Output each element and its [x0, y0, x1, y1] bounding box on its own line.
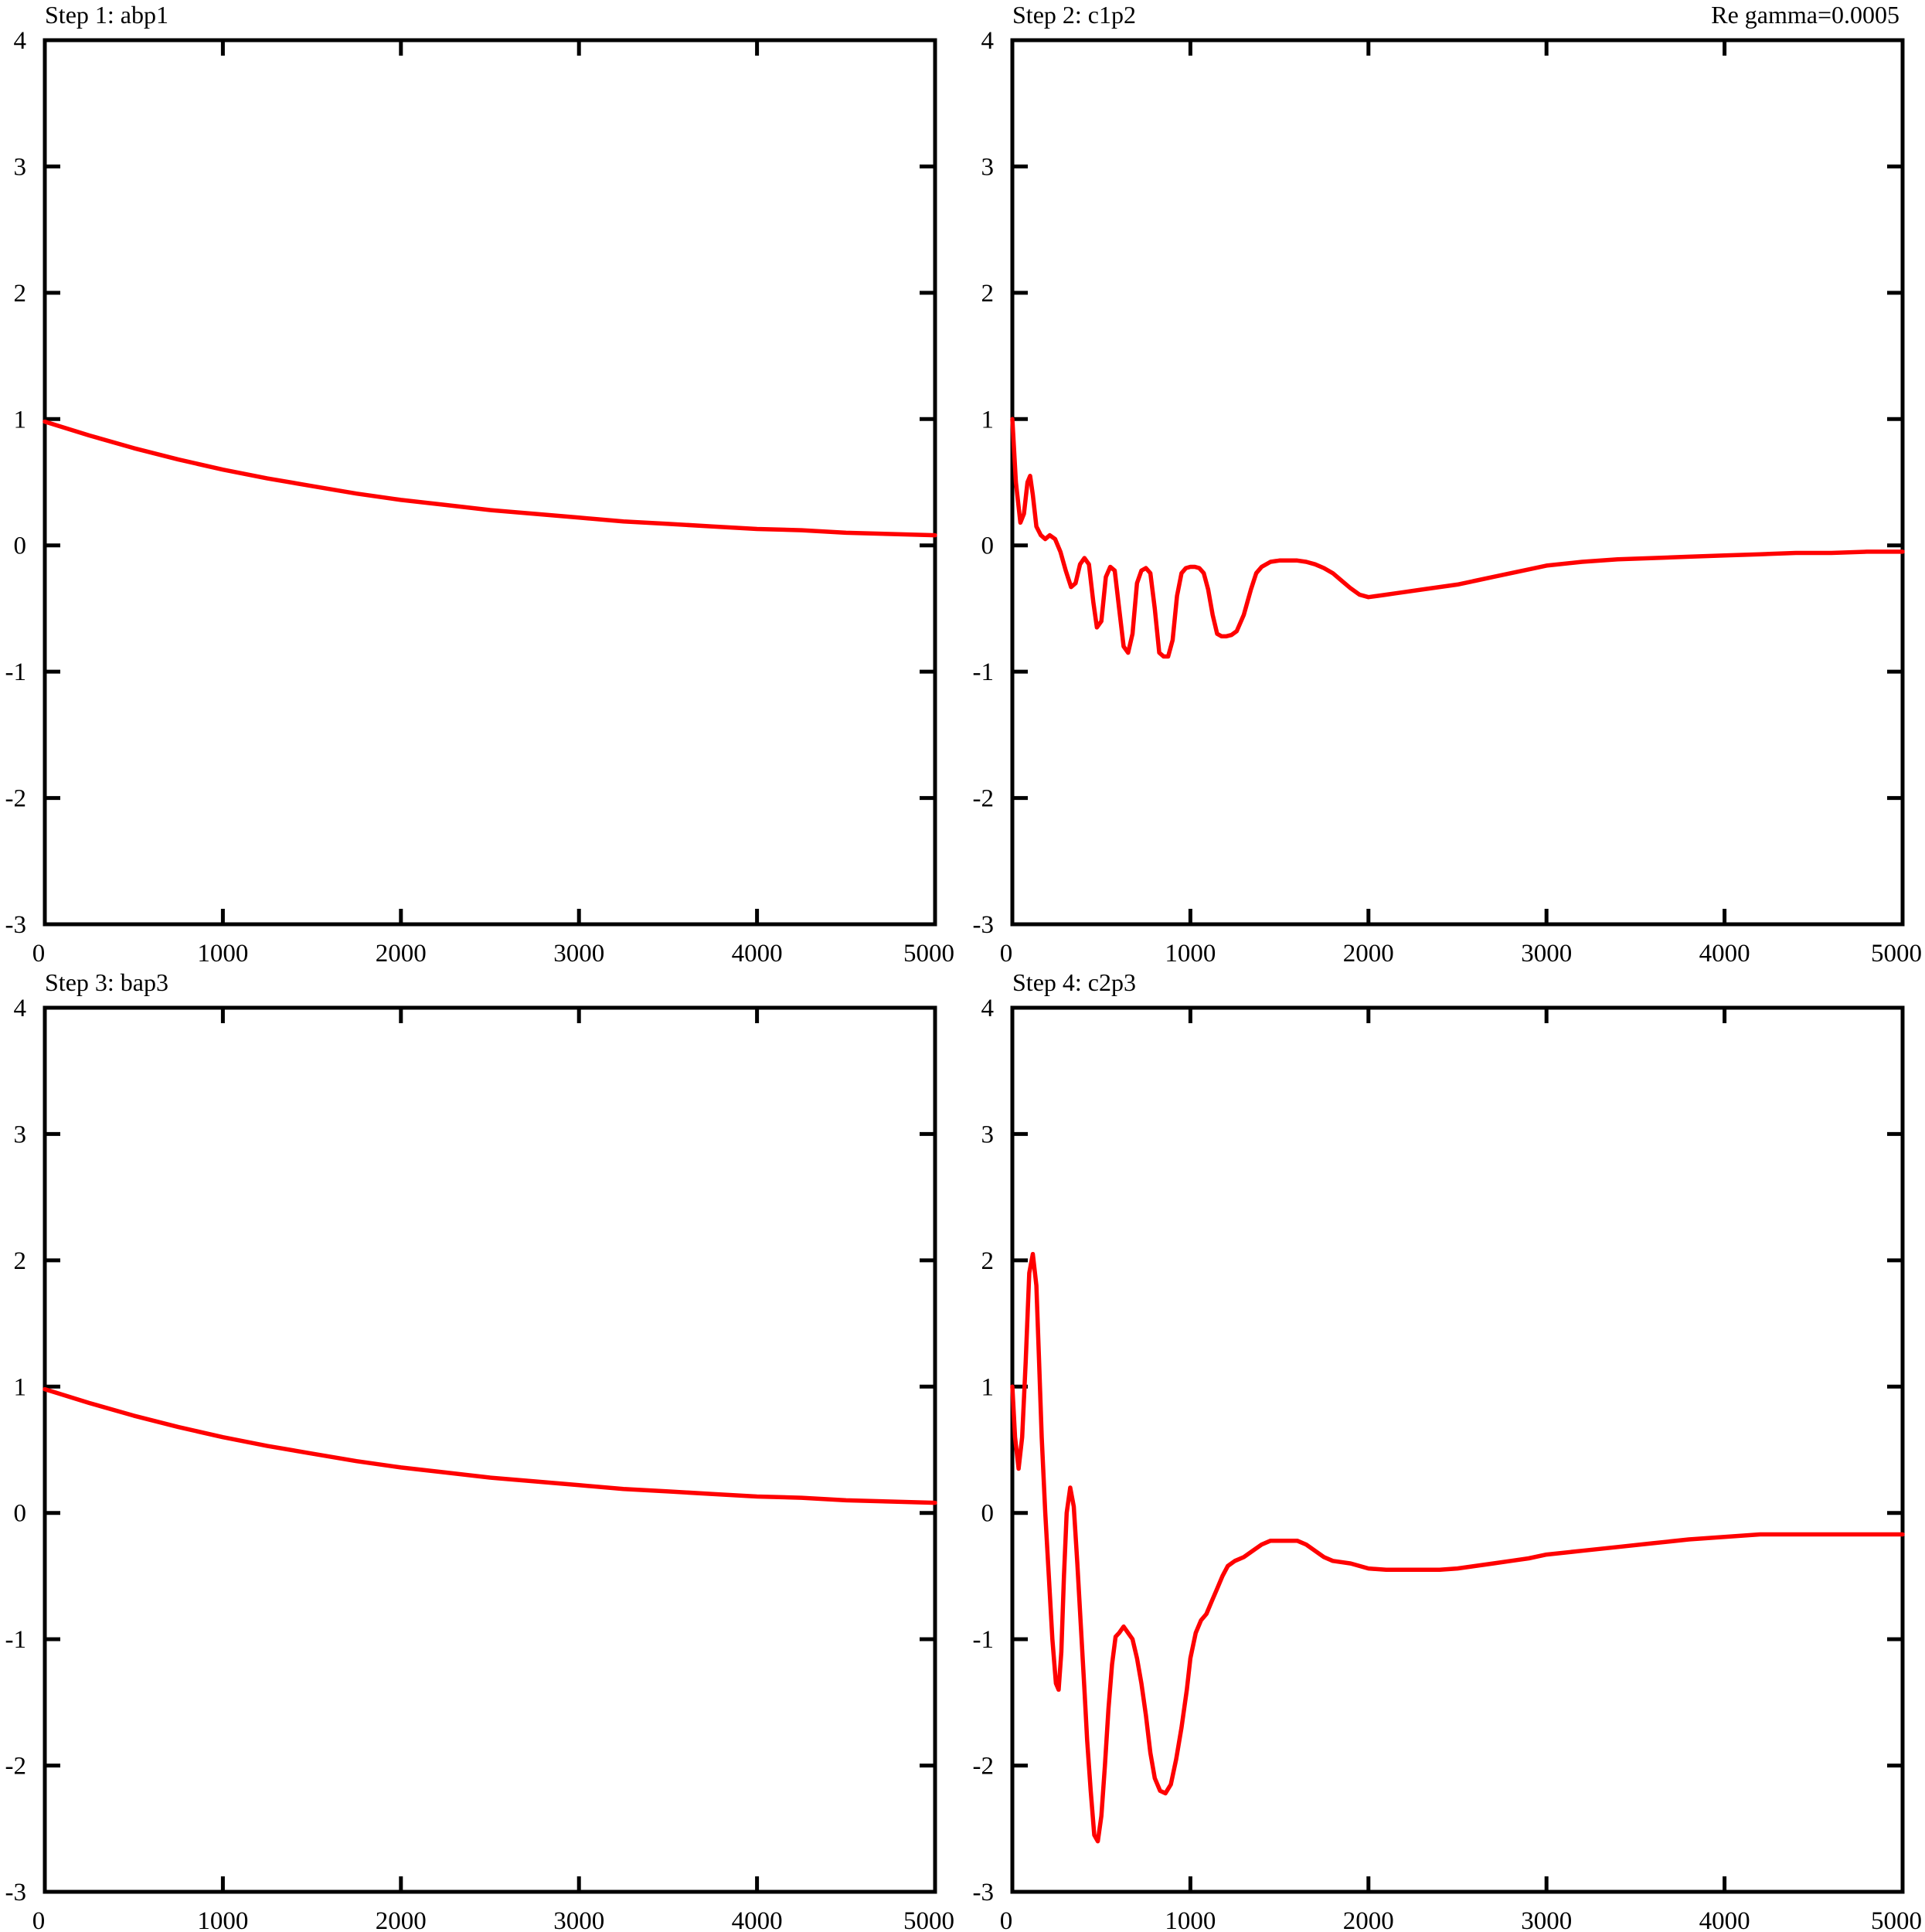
- y-tick-label: 0: [14, 532, 27, 560]
- y-tick-label: 3: [14, 153, 27, 181]
- series-line: [1010, 1251, 1905, 1844]
- x-tick-label: 0: [32, 1907, 46, 1932]
- y-tick-label: 0: [981, 532, 995, 560]
- y-tick-label: -3: [5, 911, 27, 939]
- y-tick-label: 3: [981, 1121, 995, 1148]
- panel-step-2: Step 2: c1p2 Re gamma=0.0005 -3 -2 -1 0 1 2 3 4…: [973, 1, 1923, 968]
- x-tick-label: 2000: [1343, 940, 1394, 968]
- y-tick-label: 3: [14, 1121, 27, 1148]
- y-tick-label: 2: [14, 1247, 27, 1275]
- y-tick-label: -3: [973, 1879, 995, 1906]
- x-tick-label: 1000: [1165, 1907, 1216, 1932]
- y-tick-label: -3: [973, 911, 995, 939]
- x-tick-label: 5000: [1871, 1907, 1922, 1932]
- plot-frame: [43, 38, 937, 927]
- y-tick-label: 1: [14, 406, 27, 434]
- panel-title: Step 1: abp1: [45, 1, 168, 29]
- y-tick-label: 1: [14, 1373, 27, 1401]
- x-tick-label: 2000: [376, 1907, 427, 1932]
- y-tick-label: -1: [5, 1626, 27, 1654]
- y-tick-label: -2: [5, 785, 27, 813]
- plot-frame: [1010, 38, 1905, 927]
- figure-annotation: Re gamma=0.0005: [1711, 1, 1899, 29]
- x-tick-label: 4000: [1699, 1907, 1750, 1932]
- y-tick-label: -1: [973, 658, 995, 686]
- panel-step-4: Step 4: c2p3 -3 -2 -1 0 1 2 3 4 0 1000 2000 3000 400…: [973, 968, 1923, 1932]
- y-tick-label: 2: [981, 280, 995, 308]
- x-tick-label: 0: [32, 940, 46, 968]
- y-tick-label: 4: [981, 995, 995, 1022]
- x-tick-label: 4000: [732, 1907, 783, 1932]
- x-tick-label: 3000: [553, 1907, 604, 1932]
- y-tick-label: 2: [981, 1247, 995, 1275]
- x-tick-label: 2000: [376, 940, 427, 968]
- y-tick-label: 0: [14, 1500, 27, 1528]
- x-tick-label: 0: [1000, 940, 1013, 968]
- y-tick-label: 2: [14, 280, 27, 308]
- panel-step-1: Step 1: abp1 -3 -2 -1 0 1 2 3 4 0 1000 2000 3000 400…: [5, 1, 955, 968]
- y-tick-label: -3: [5, 1879, 27, 1906]
- y-tick-label: -1: [973, 1626, 995, 1654]
- x-tick-label: 1000: [197, 1907, 248, 1932]
- y-tick-label: -2: [973, 1753, 995, 1781]
- y-tick-label: 4: [14, 27, 27, 55]
- x-tick-label: 3000: [553, 940, 604, 968]
- y-tick-label: 1: [981, 1373, 995, 1401]
- x-tick-label: 0: [1000, 1907, 1013, 1932]
- series-line: [43, 419, 937, 538]
- x-tick-label: 5000: [903, 1907, 954, 1932]
- plot-frame: [1010, 1005, 1905, 1894]
- panel-title: Step 4: c2p3: [1012, 968, 1136, 996]
- plot-frame: [43, 1005, 937, 1894]
- panel-step-3: Step 3: bap3 -3 -2 -1 0 1 2 3 4 0 1000 2000 3000 400…: [5, 968, 955, 1932]
- x-tick-label: 3000: [1521, 1907, 1572, 1932]
- series-line: [1010, 417, 1905, 659]
- y-tick-label: 3: [981, 153, 995, 181]
- panel-title: Step 2: c1p2: [1012, 1, 1136, 29]
- x-tick-label: 3000: [1521, 940, 1572, 968]
- y-tick-label: 1: [981, 406, 995, 434]
- y-tick-label: -2: [973, 785, 995, 813]
- x-tick-label: 5000: [1871, 940, 1922, 968]
- panel-title: Step 3: bap3: [45, 968, 168, 996]
- x-tick-label: 5000: [903, 940, 954, 968]
- x-tick-label: 4000: [1699, 940, 1750, 968]
- x-tick-label: 2000: [1343, 1907, 1394, 1932]
- y-tick-label: -1: [5, 658, 27, 686]
- y-tick-label: 4: [14, 995, 27, 1022]
- x-tick-label: 1000: [1165, 940, 1216, 968]
- x-tick-label: 4000: [732, 940, 783, 968]
- y-tick-label: -2: [5, 1753, 27, 1781]
- series-line: [43, 1386, 937, 1505]
- y-tick-label: 4: [981, 27, 995, 55]
- y-tick-label: 0: [981, 1500, 995, 1528]
- x-tick-label: 1000: [197, 940, 248, 968]
